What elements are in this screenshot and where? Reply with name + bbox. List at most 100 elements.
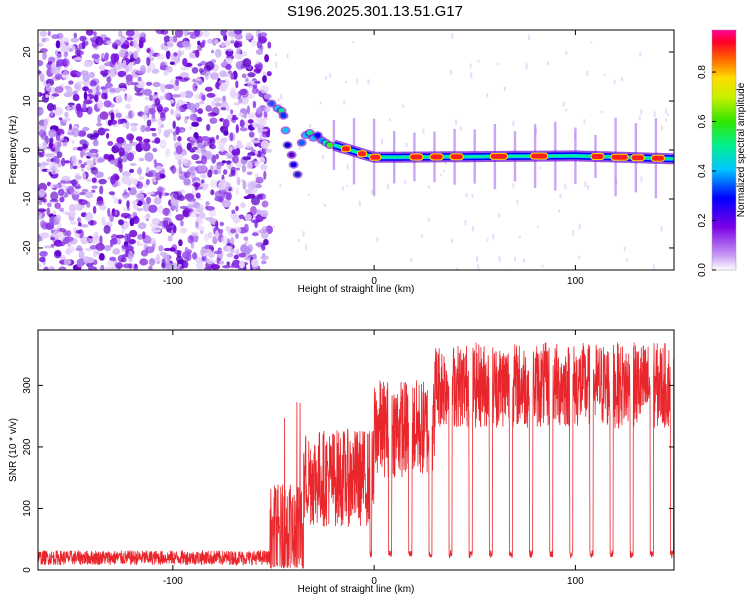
- noise-blob: [39, 73, 45, 83]
- faint-dot: [583, 119, 586, 124]
- noise-blob: [92, 85, 97, 94]
- noise-blob: [62, 70, 70, 81]
- faint-dot: [492, 233, 495, 240]
- noise-blob: [145, 246, 155, 254]
- noise-blob: [197, 142, 203, 148]
- noise-blob: [195, 221, 199, 229]
- faint-dot: [486, 93, 489, 98]
- noise-blob: [180, 128, 185, 133]
- noise-blob: [176, 266, 181, 270]
- noise-blob: [208, 251, 215, 259]
- bright-segment: [631, 155, 644, 161]
- noise-blob: [219, 145, 225, 152]
- noise-blob: [233, 254, 239, 260]
- noise-blob: [151, 132, 157, 137]
- noise-blob: [165, 148, 171, 158]
- noise-blob: [188, 51, 197, 59]
- faint-dot: [325, 76, 328, 80]
- noise-blob: [146, 236, 152, 244]
- noise-blob: [85, 159, 93, 166]
- noise-blob: [203, 233, 209, 242]
- noise-blob: [195, 49, 200, 58]
- noise-blob: [114, 175, 120, 181]
- noise-blob: [102, 128, 110, 132]
- bright-segment: [591, 154, 604, 159]
- faint-dot: [564, 183, 567, 190]
- noise-blob: [267, 41, 272, 49]
- noise-blob: [263, 93, 272, 100]
- faint-dot: [358, 200, 361, 206]
- noise-blob: [240, 144, 244, 149]
- transition-blob: [280, 113, 287, 119]
- noise-blob: [50, 243, 55, 248]
- noise-blob: [74, 175, 82, 180]
- faint-dot: [308, 138, 311, 142]
- noise-blob: [44, 266, 49, 270]
- noise-blob: [173, 249, 182, 255]
- faint-dot: [297, 238, 300, 242]
- noise-blob: [252, 100, 257, 109]
- noise-blob: [117, 238, 121, 246]
- noise-blob: [78, 250, 85, 260]
- noise-blob: [209, 138, 214, 143]
- spectrogram-plot: [38, 30, 674, 270]
- faint-dot: [525, 63, 528, 70]
- noise-blob: [167, 128, 174, 134]
- x-tick-label: -100: [163, 276, 183, 287]
- noise-blob: [229, 87, 237, 94]
- noise-blob: [89, 237, 100, 244]
- noise-blob: [183, 77, 191, 81]
- noise-blob: [76, 233, 80, 239]
- noise-blob: [230, 73, 235, 80]
- noise-blob: [178, 166, 182, 175]
- noise-blob: [178, 239, 183, 247]
- noise-blob: [244, 223, 249, 233]
- faint-dot: [498, 256, 501, 262]
- noise-blob: [96, 250, 100, 255]
- noise-blob: [210, 72, 219, 80]
- noise-blob: [68, 80, 74, 85]
- noise-blob: [107, 141, 114, 146]
- noise-blob: [221, 160, 227, 164]
- faint-dot: [439, 173, 442, 177]
- noise-blob: [201, 39, 206, 45]
- noise-blob: [38, 162, 41, 167]
- noise-blob: [53, 106, 64, 116]
- noise-blob: [94, 171, 104, 178]
- faint-dot: [603, 74, 606, 76]
- noise-blob: [146, 57, 151, 66]
- noise-blob: [246, 93, 255, 100]
- noise-blob: [261, 131, 269, 138]
- noise-blob: [99, 34, 107, 39]
- faint-dot: [660, 226, 663, 232]
- noise-blob: [251, 232, 259, 237]
- noise-blob: [163, 217, 172, 224]
- noise-blob: [154, 97, 161, 106]
- noise-blob: [176, 260, 184, 264]
- noise-blob: [143, 138, 151, 143]
- noise-blob: [155, 172, 163, 181]
- faint-dot: [537, 225, 540, 228]
- faint-dot: [578, 223, 581, 230]
- noise-blob: [231, 149, 239, 156]
- noise-blob: [118, 30, 123, 38]
- noise-blob: [201, 155, 207, 165]
- noise-blob: [136, 168, 142, 175]
- noise-blob: [137, 76, 142, 82]
- noise-blob: [59, 207, 65, 213]
- faint-dot: [422, 128, 425, 134]
- bright-segment: [358, 151, 367, 157]
- noise-blob: [172, 120, 176, 129]
- noise-blob: [48, 129, 57, 138]
- faint-dot: [376, 237, 379, 242]
- noise-blob: [63, 258, 72, 266]
- noise-blob: [155, 165, 163, 172]
- faint-dot: [444, 161, 447, 164]
- colorbar-ticks: 0.0 0.2 0.4 0.6 0.8: [697, 65, 716, 277]
- faint-dot: [578, 255, 581, 260]
- faint-dot: [653, 111, 656, 117]
- noise-blob: [260, 85, 269, 94]
- noise-blob: [75, 103, 82, 112]
- bright-segment: [341, 146, 350, 152]
- noise-blob: [227, 70, 233, 75]
